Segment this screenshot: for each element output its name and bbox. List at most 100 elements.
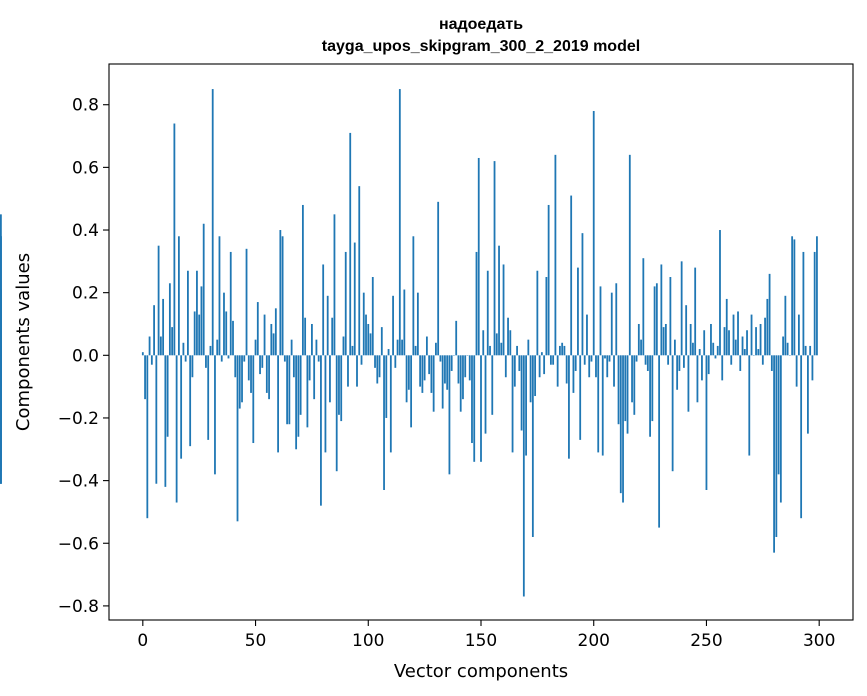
bar [308, 355, 311, 381]
y-tick-label: 0.2 [72, 284, 99, 304]
bar [270, 323, 273, 356]
bar [288, 355, 291, 425]
bar [374, 355, 376, 368]
bar [150, 355, 153, 365]
bar [344, 251, 347, 356]
bar [369, 333, 372, 356]
bar [637, 323, 640, 356]
bar [471, 355, 473, 444]
bar [592, 110, 595, 356]
bar [791, 236, 794, 356]
y-axis-ticks: −0.8 −0.6 −0.4 −0.2 0.0 0.2 0.4 0.6 0.8 [58, 96, 109, 617]
bar [748, 355, 751, 456]
bar [730, 355, 733, 365]
bar [477, 157, 480, 356]
bar [601, 355, 604, 456]
bar [746, 330, 748, 356]
bar [250, 355, 252, 393]
bar [180, 355, 183, 459]
bar [187, 270, 189, 356]
bar [624, 355, 627, 422]
bar [480, 355, 482, 462]
bar [660, 264, 663, 356]
bar [430, 355, 433, 393]
bar [367, 323, 370, 356]
bar [446, 355, 449, 390]
bar [378, 355, 381, 378]
bar [229, 251, 232, 356]
bar [259, 355, 261, 375]
bar [536, 270, 539, 356]
bar [182, 342, 185, 356]
bar [0, 355, 2, 484]
y-tick-label: −0.2 [58, 409, 99, 429]
bar [658, 355, 661, 528]
bar [256, 302, 259, 356]
bar [245, 248, 248, 356]
bar [583, 355, 586, 365]
bar [392, 295, 394, 356]
bar [486, 270, 489, 356]
bar [604, 355, 606, 359]
bar [549, 355, 552, 365]
bar [556, 355, 559, 387]
bar [0, 236, 2, 356]
bar [734, 339, 737, 356]
bar [342, 336, 345, 356]
bar [166, 355, 169, 437]
y-tick-label: 0.8 [72, 96, 99, 116]
bar [164, 355, 167, 487]
bar [635, 355, 638, 362]
bar [811, 355, 814, 381]
bar [644, 355, 647, 365]
bar [692, 342, 694, 356]
bar [410, 355, 413, 428]
bar [701, 355, 703, 381]
bar [412, 236, 415, 356]
bar [525, 355, 527, 456]
bar [599, 286, 602, 356]
x-axis-label: Vector components [394, 661, 568, 682]
bar [432, 355, 435, 412]
bar [168, 283, 171, 356]
bar [507, 317, 509, 356]
bar [491, 355, 494, 415]
bar [189, 355, 192, 447]
bar [498, 245, 500, 356]
bar [689, 323, 692, 356]
bar [631, 355, 633, 403]
bar [606, 355, 609, 378]
bar [435, 342, 437, 356]
bar [527, 339, 530, 356]
bar [419, 355, 422, 387]
bar [358, 186, 361, 356]
bar [234, 355, 237, 378]
bar [177, 236, 180, 356]
bar [184, 355, 187, 362]
bar [676, 355, 679, 390]
bar [750, 314, 753, 356]
chart-subtitle: tayga_upos_skipgram_300_2_2019 model [322, 38, 640, 55]
bar [362, 292, 365, 356]
bar [619, 355, 622, 494]
bar [797, 314, 800, 356]
bar [613, 355, 615, 387]
bar [414, 345, 417, 356]
bar [719, 230, 721, 356]
bar [191, 355, 194, 378]
bar [608, 355, 611, 362]
bar [385, 355, 388, 418]
bar [500, 342, 503, 356]
bar [349, 132, 352, 356]
bar [272, 333, 275, 356]
bar [710, 323, 712, 356]
bar [326, 295, 329, 356]
bar [522, 355, 525, 597]
bar [664, 323, 667, 356]
bar [669, 277, 672, 356]
bar [216, 339, 219, 356]
bar [439, 355, 442, 362]
bar [671, 355, 674, 472]
bar [279, 230, 282, 356]
bar [353, 242, 356, 356]
